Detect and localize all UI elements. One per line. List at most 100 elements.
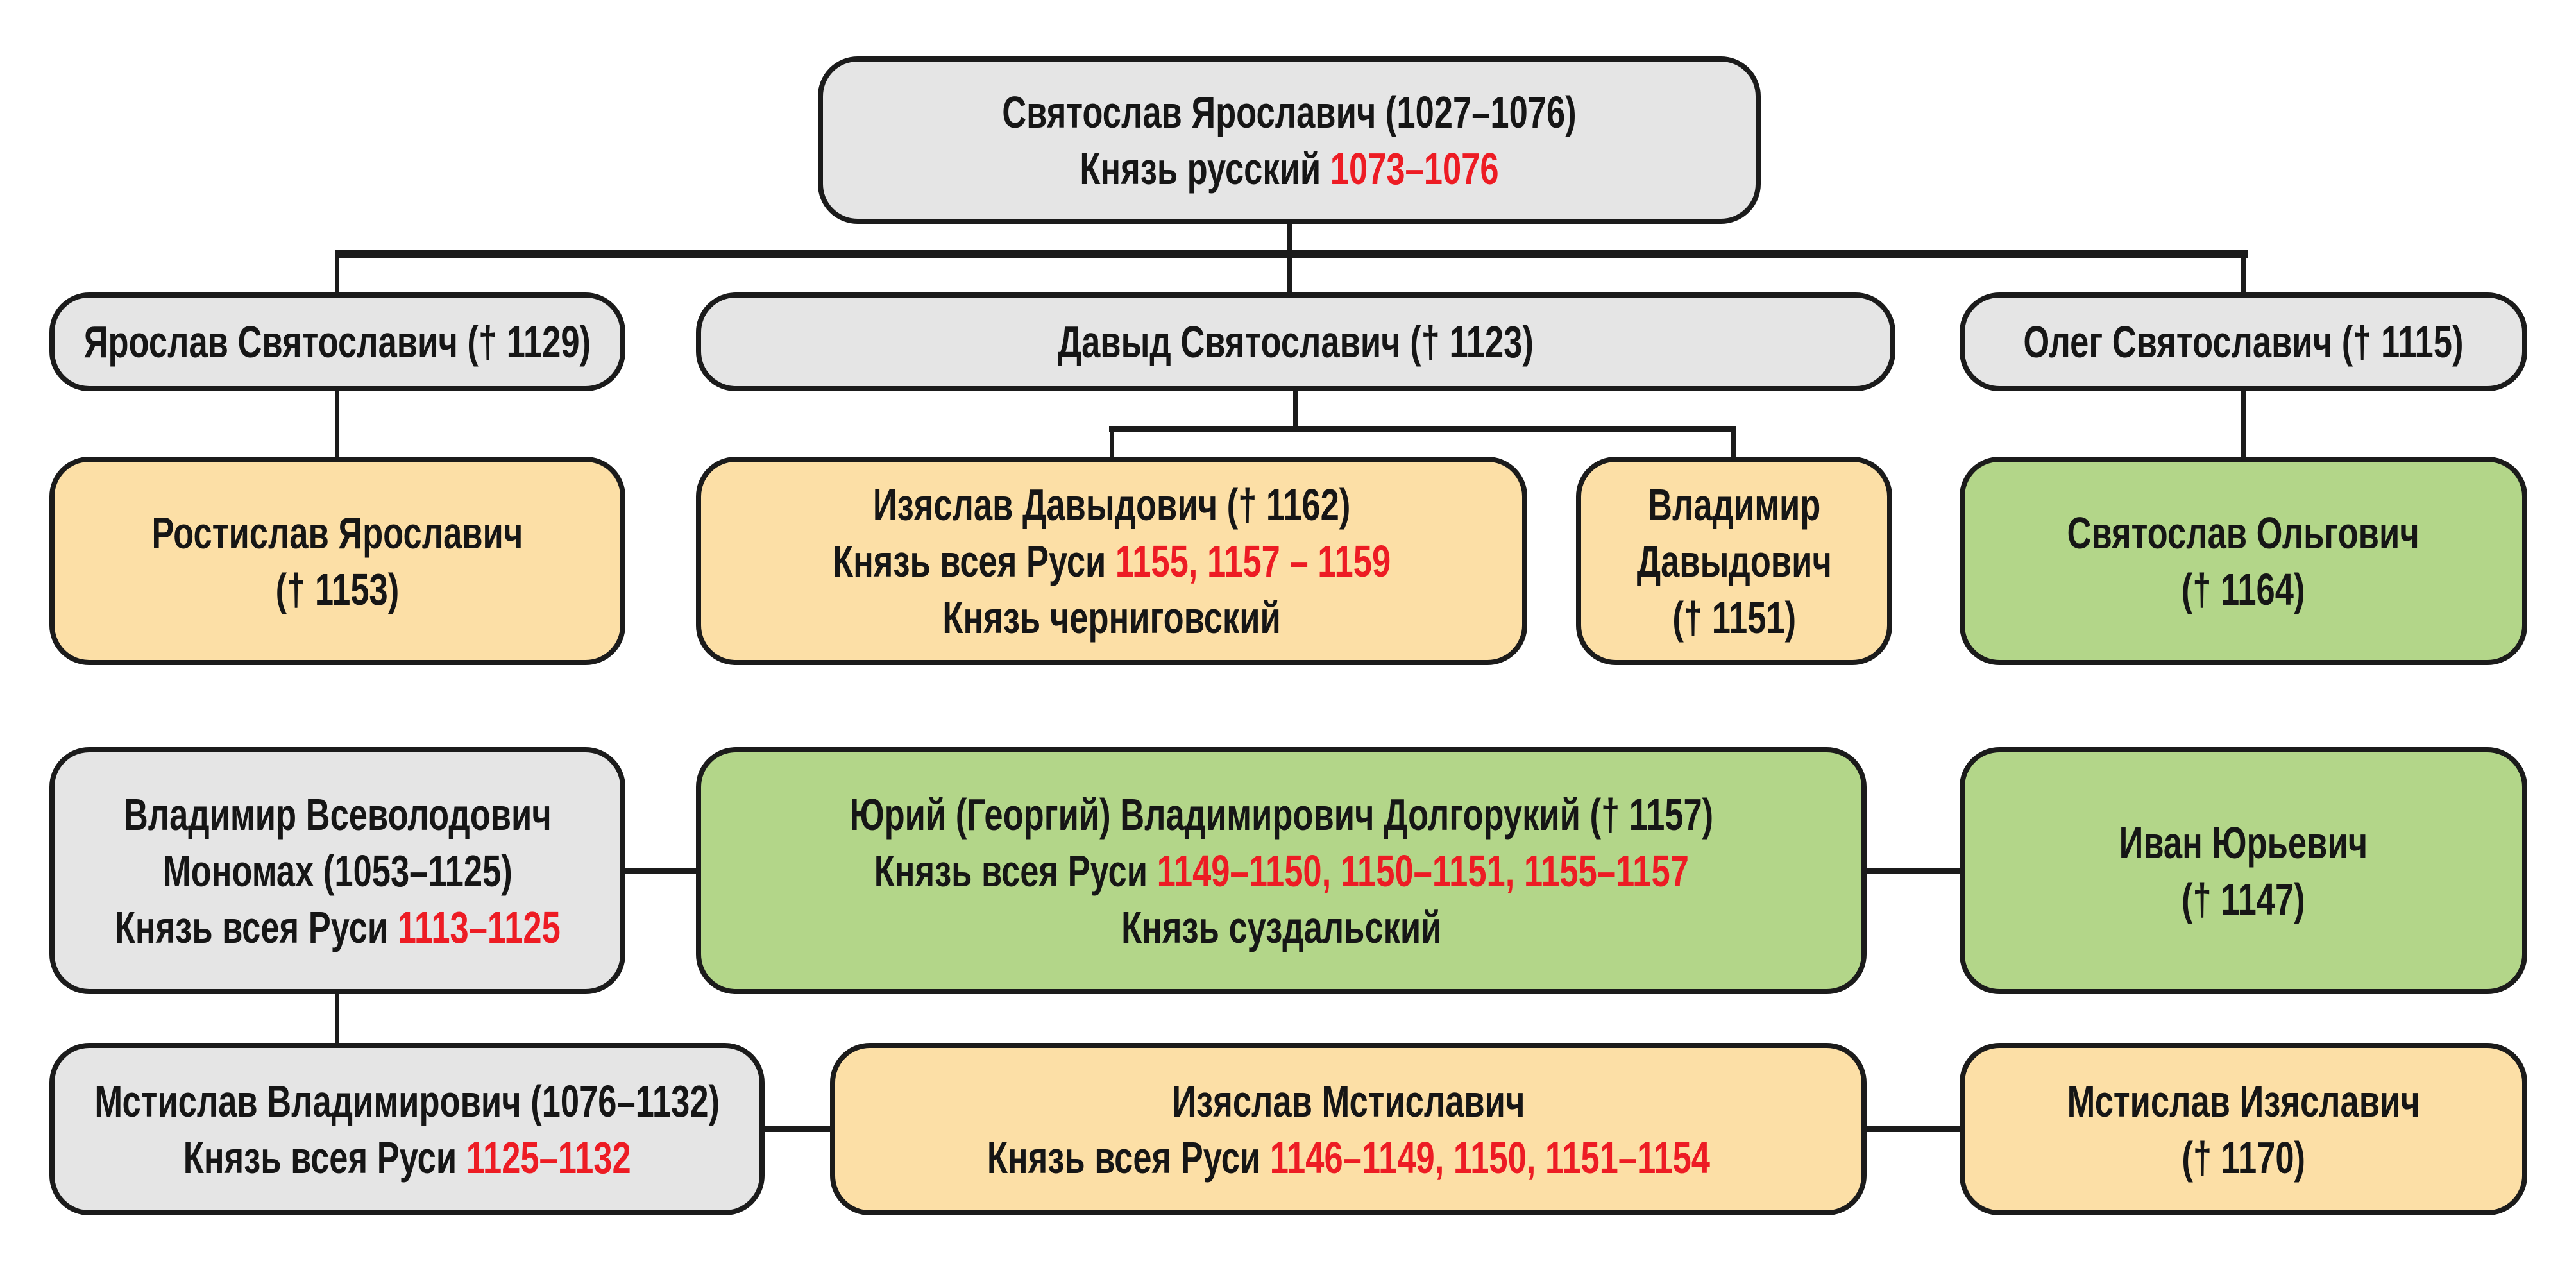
person-box-vladimir-davydovich: Владимир Давыдович († 1151) — [1576, 457, 1892, 665]
princely-title: Князь всея Руси 1149–1150, 1150–1151, 11… — [849, 843, 1713, 899]
person-box-svyatoslav-yaroslavich: Святослав Ярославич (1027–1076) Князь ру… — [818, 56, 1761, 224]
death-year: († 1153) — [152, 561, 523, 618]
person-name-text: Святослав Ольгович — [2067, 507, 2420, 558]
person-text: Иван Юрьевич († 1147) — [2119, 815, 2368, 927]
person-name: Владимир — [1636, 477, 1831, 533]
person-text: Святослав Ольгович († 1164) — [2067, 505, 2419, 618]
person-text: Изяслав Мстиславич Князь всея Руси 1146–… — [987, 1073, 1709, 1186]
person-name: Олег Святославич († 1115) — [2023, 314, 2463, 370]
person-box-izyaslav-mstislavich: Изяслав Мстиславич Князь всея Руси 1146–… — [830, 1043, 1867, 1215]
person-name-text: Иван Юрьевич — [2119, 817, 2368, 868]
princely-title-text: Князь всея Руси — [183, 1132, 466, 1183]
reign-years: 1073–1076 — [1330, 143, 1499, 194]
princely-title: Князь всея Руси 1113–1125 — [115, 899, 561, 956]
princely-title-text: Князь всея Руси — [874, 845, 1157, 896]
person-name-2: Давыдович — [1636, 533, 1831, 589]
connector-izyaslav-mstislav-izyaslavich — [1867, 1126, 1960, 1132]
person-text: Святослав Ярославич (1027–1076) Князь ру… — [1002, 84, 1576, 197]
death-year-text: († 1153) — [275, 564, 400, 614]
person-name: Изяслав Давыдович († 1162) — [833, 477, 1391, 533]
connector-drop-vladimir-davydovich — [1731, 428, 1736, 459]
connector-davyd-children-rail — [1109, 426, 1736, 432]
princely-title: Князь русский 1073–1076 — [1002, 140, 1576, 197]
reign-years: 1155, 1157 – 1159 — [1115, 536, 1391, 586]
princely-title-2: Князь черниговский — [833, 589, 1391, 646]
princely-title: Князь всея Руси 1125–1132 — [94, 1129, 720, 1186]
princely-title-text: Князь всея Руси — [832, 536, 1115, 586]
person-name-text: Мстислав Владимирович (1076–1132) — [94, 1076, 720, 1126]
person-text: Изяслав Давыдович († 1162) Князь всея Ру… — [833, 477, 1391, 646]
person-box-ivan-yurievich: Иван Юрьевич († 1147) — [1960, 747, 2527, 994]
death-year: († 1147) — [2119, 871, 2368, 927]
person-box-yaroslav-svyatoslavich: Ярослав Святославич († 1129) — [49, 292, 625, 391]
person-name: Мстислав Владимирович (1076–1132) — [94, 1073, 720, 1129]
connector-drop-izyaslav-davydovich — [1110, 428, 1114, 459]
person-text: Мстислав Владимирович (1076–1132) Князь … — [94, 1073, 720, 1186]
connector-generation1-rail — [335, 250, 2248, 258]
person-name-2-text: Мономах (1053–1125) — [162, 845, 513, 896]
person-name: Ярослав Святославич († 1129) — [84, 314, 591, 370]
connector-mstislav-izyaslav — [765, 1126, 830, 1132]
princely-title: Князь всея Руси 1146–1149, 1150, 1151–11… — [987, 1129, 1709, 1186]
person-box-mstislav-vladimirovich: Мстислав Владимирович (1076–1132) Князь … — [49, 1043, 765, 1215]
person-name: Изяслав Мстиславич — [987, 1073, 1709, 1129]
person-name-text: Ростислав Ярославич — [151, 507, 523, 558]
person-name-2: Мономах (1053–1125) — [115, 843, 561, 899]
person-text: Давыд Святославич († 1123) — [1058, 314, 1534, 370]
person-name: Владимир Всеволодович — [115, 786, 561, 843]
princely-title-2: Князь суздальский — [849, 899, 1713, 956]
reign-years: 1149–1150, 1150–1151, 1155–1157 — [1157, 845, 1689, 896]
reign-years: 1146–1149, 1150, 1151–1154 — [1269, 1132, 1710, 1183]
person-name: Юрий (Георгий) Владимирович Долгорукий (… — [849, 786, 1713, 843]
connector-drop-oleg — [2241, 254, 2246, 292]
connector-monomakh-yuri — [625, 868, 696, 874]
death-year: († 1151) — [1636, 589, 1831, 646]
person-name: Ростислав Ярославич — [152, 505, 523, 561]
person-name-2-text: Давыдович — [1636, 536, 1832, 586]
death-year-text: († 1164) — [2182, 564, 2305, 614]
death-year-text: († 1151) — [1672, 592, 1796, 643]
connector-oleg-svyatoslav — [2241, 391, 2246, 457]
person-box-mstislav-izyaslavich: Мстислав Изяславич († 1170) — [1960, 1043, 2527, 1215]
person-text: Олег Святославич († 1115) — [2023, 314, 2463, 370]
person-name-text: Мстислав Изяславич — [2067, 1076, 2420, 1126]
person-text: Мстислав Изяславич († 1170) — [2067, 1073, 2419, 1186]
person-name: Святослав Ольгович — [2067, 505, 2419, 561]
connector-yaroslav-rostislav — [335, 391, 339, 457]
princely-title-2-text: Князь суздальский — [1121, 902, 1442, 952]
death-year: († 1170) — [2067, 1129, 2419, 1186]
princely-title-2-text: Князь черниговский — [942, 592, 1281, 643]
connector-top-drop — [1287, 224, 1292, 292]
reign-years: 1125–1132 — [466, 1132, 631, 1183]
person-text: Владимир Всеволодович Мономах (1053–1125… — [115, 786, 561, 956]
person-name: Святослав Ярославич (1027–1076) — [1002, 84, 1576, 140]
person-text: Владимир Давыдович († 1151) — [1636, 477, 1831, 646]
connector-drop-yaroslav — [335, 254, 339, 292]
connector-monomakh-mstislav — [335, 994, 339, 1043]
person-name-text: Изяслав Давыдович († 1162) — [872, 479, 1351, 530]
person-box-vladimir-monomakh: Владимир Всеволодович Мономах (1053–1125… — [49, 747, 625, 994]
person-text: Ростислав Ярославич († 1153) — [152, 505, 523, 618]
person-name: Мстислав Изяславич — [2067, 1073, 2419, 1129]
person-box-svyatoslav-olgovich: Святослав Ольгович († 1164) — [1960, 457, 2527, 665]
person-box-izyaslav-davydovich: Изяслав Давыдович († 1162) Князь всея Ру… — [696, 457, 1527, 665]
person-name-text: Владимир — [1647, 479, 1821, 530]
death-year-text: († 1170) — [2182, 1132, 2305, 1183]
person-name-text: Изяслав Мстиславич — [1171, 1076, 1525, 1126]
person-box-oleg-svyatoslavich: Олег Святославич († 1115) — [1960, 292, 2527, 391]
connector-davyd-drop — [1293, 391, 1298, 431]
person-name-text: Юрий (Георгий) Владимирович Долгорукий (… — [849, 789, 1713, 840]
person-name-text: Давыд Святославич († 1123) — [1057, 317, 1534, 367]
person-text: Ярослав Святославич († 1129) — [84, 314, 591, 370]
death-year: († 1164) — [2067, 561, 2419, 618]
person-name-text: Владимир Всеволодович — [123, 789, 552, 840]
person-name-text: Олег Святославич († 1115) — [2023, 317, 2464, 367]
person-text: Юрий (Георгий) Владимирович Долгорукий (… — [849, 786, 1713, 956]
person-name-text: Ярослав Святославич († 1129) — [83, 317, 591, 367]
person-box-davyd-svyatoslavich: Давыд Святославич († 1123) — [696, 292, 1895, 391]
princely-title-text: Князь всея Руси — [987, 1132, 1270, 1183]
person-name-text: Святослав Ярославич (1027–1076) — [1002, 87, 1577, 137]
person-name: Давыд Святославич († 1123) — [1058, 314, 1534, 370]
person-box-rostislav-yaroslavich: Ростислав Ярославич († 1153) — [49, 457, 625, 665]
